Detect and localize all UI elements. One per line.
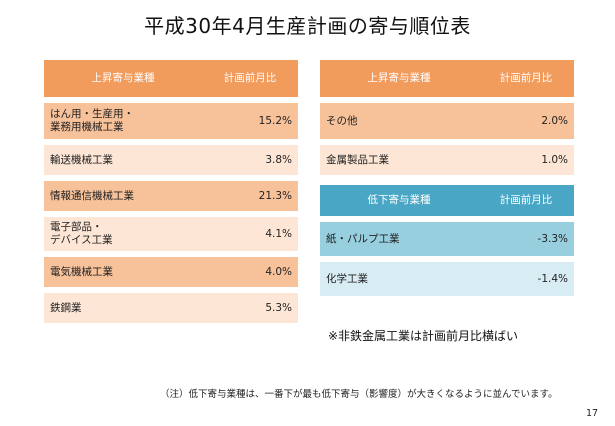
footnote: （注）低下寄与業種は、一番下が最も低下寄与（影響度）が大きくなるように並んでいま… <box>160 389 558 400</box>
row-industry: はん用・生産用・ 業務用機械工業 <box>44 100 202 145</box>
left-contribution-table: 上昇寄与業種 計画前月比 はん用・生産用・ 業務用機械工業 15.2% 輸送機械… <box>44 60 298 329</box>
header-industry: 上昇寄与業種 <box>320 60 478 103</box>
table-row: 輸送機械工業 3.8% <box>44 142 298 181</box>
right-rising-table: 上昇寄与業種 計画前月比 その他 2.0% 金属製品工業 1.0% <box>320 60 574 181</box>
table-row: 情報通信機械工業 21.3% <box>44 178 298 217</box>
table-row: 金属製品工業 1.0% <box>320 142 574 181</box>
header-industry: 上昇寄与業種 <box>44 60 202 103</box>
table-row: その他 2.0% <box>320 100 574 145</box>
table-header-row: 低下寄与業種 計画前月比 <box>320 185 574 222</box>
row-industry: 輸送機械工業 <box>44 142 202 181</box>
table-header-row: 上昇寄与業種 計画前月比 <box>320 60 574 103</box>
row-industry: 化学工業 <box>320 259 478 302</box>
page-number: 17 <box>586 408 599 419</box>
row-value: 4.0% <box>202 254 298 293</box>
row-value: -1.4% <box>478 259 574 302</box>
row-industry: 電子部品・ デバイス工業 <box>44 214 202 257</box>
row-industry: 情報通信機械工業 <box>44 178 202 217</box>
row-value: 3.8% <box>202 142 298 181</box>
header-industry: 低下寄与業種 <box>320 185 478 222</box>
right-declining-table: 低下寄与業種 計画前月比 紙・パルプ工業 -3.3% 化学工業 -1.4% <box>320 185 574 302</box>
row-industry: 紙・パルプ工業 <box>320 219 478 262</box>
table-row: 電子部品・ デバイス工業 4.1% <box>44 214 298 257</box>
row-value: -3.3% <box>478 219 574 262</box>
table-row: 紙・パルプ工業 -3.3% <box>320 219 574 262</box>
table-row: 電気機械工業 4.0% <box>44 254 298 293</box>
row-industry: 金属製品工業 <box>320 142 478 181</box>
table-row: 化学工業 -1.4% <box>320 259 574 302</box>
row-value: 2.0% <box>478 100 574 145</box>
row-industry: その他 <box>320 100 478 145</box>
flat-industry-note: ※非鉄金属工業は計画前月比横ばい <box>328 329 519 343</box>
row-industry: 電気機械工業 <box>44 254 202 293</box>
table-row: はん用・生産用・ 業務用機械工業 15.2% <box>44 100 298 145</box>
row-value: 4.1% <box>202 214 298 257</box>
row-value: 15.2% <box>202 100 298 145</box>
header-ratio: 計画前月比 <box>478 185 574 222</box>
table-header-row: 上昇寄与業種 計画前月比 <box>44 60 298 103</box>
header-ratio: 計画前月比 <box>202 60 298 103</box>
row-value: 21.3% <box>202 178 298 217</box>
row-industry: 鉄鋼業 <box>44 290 202 329</box>
table-row: 鉄鋼業 5.3% <box>44 290 298 329</box>
row-value: 1.0% <box>478 142 574 181</box>
page-title: 平成30年4月生産計画の寄与順位表 <box>144 14 471 38</box>
header-ratio: 計画前月比 <box>478 60 574 103</box>
row-value: 5.3% <box>202 290 298 329</box>
